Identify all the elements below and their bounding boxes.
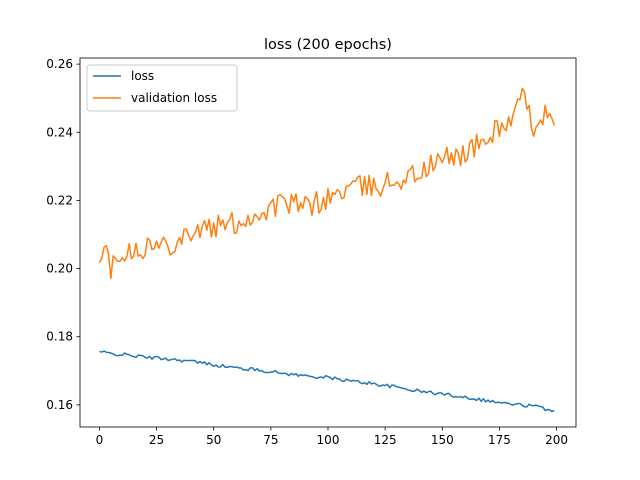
- x-tick-label: 50: [206, 433, 221, 447]
- series-layer: [98, 87, 556, 413]
- x-tick-label: 25: [149, 433, 164, 447]
- plot-area: [80, 58, 576, 427]
- y-tick-label: 0.20: [46, 262, 73, 276]
- y-tick-label: 0.22: [46, 193, 73, 207]
- legend-box: [86, 64, 238, 112]
- x-tick-label: 200: [545, 433, 568, 447]
- x-tick-label: 0: [96, 433, 104, 447]
- x-tick-label: 125: [374, 433, 397, 447]
- x-tick-label: 150: [431, 433, 454, 447]
- chart-title: loss (200 epochs): [264, 37, 392, 53]
- y-tick-label: 0.16: [46, 398, 73, 412]
- legend-label-validation-loss: validation loss: [131, 91, 217, 105]
- series-line-validation-loss: [98, 87, 556, 279]
- legend: loss validation loss: [86, 64, 238, 112]
- axes-layer: 0 25 50 75 100 125 150 175 200 0.16 0.18 0.20 0.22 0.…: [46, 57, 577, 447]
- y-tick-label: 0.18: [46, 330, 73, 344]
- y-tick-label: 0.24: [46, 125, 73, 139]
- x-tick-label: 75: [263, 433, 278, 447]
- series-line-loss: [99, 350, 555, 413]
- legend-label-loss: loss: [131, 69, 154, 83]
- x-tick-label: 175: [488, 433, 511, 447]
- y-tick-label: 0.26: [46, 57, 73, 71]
- x-tick-label: 100: [317, 433, 340, 447]
